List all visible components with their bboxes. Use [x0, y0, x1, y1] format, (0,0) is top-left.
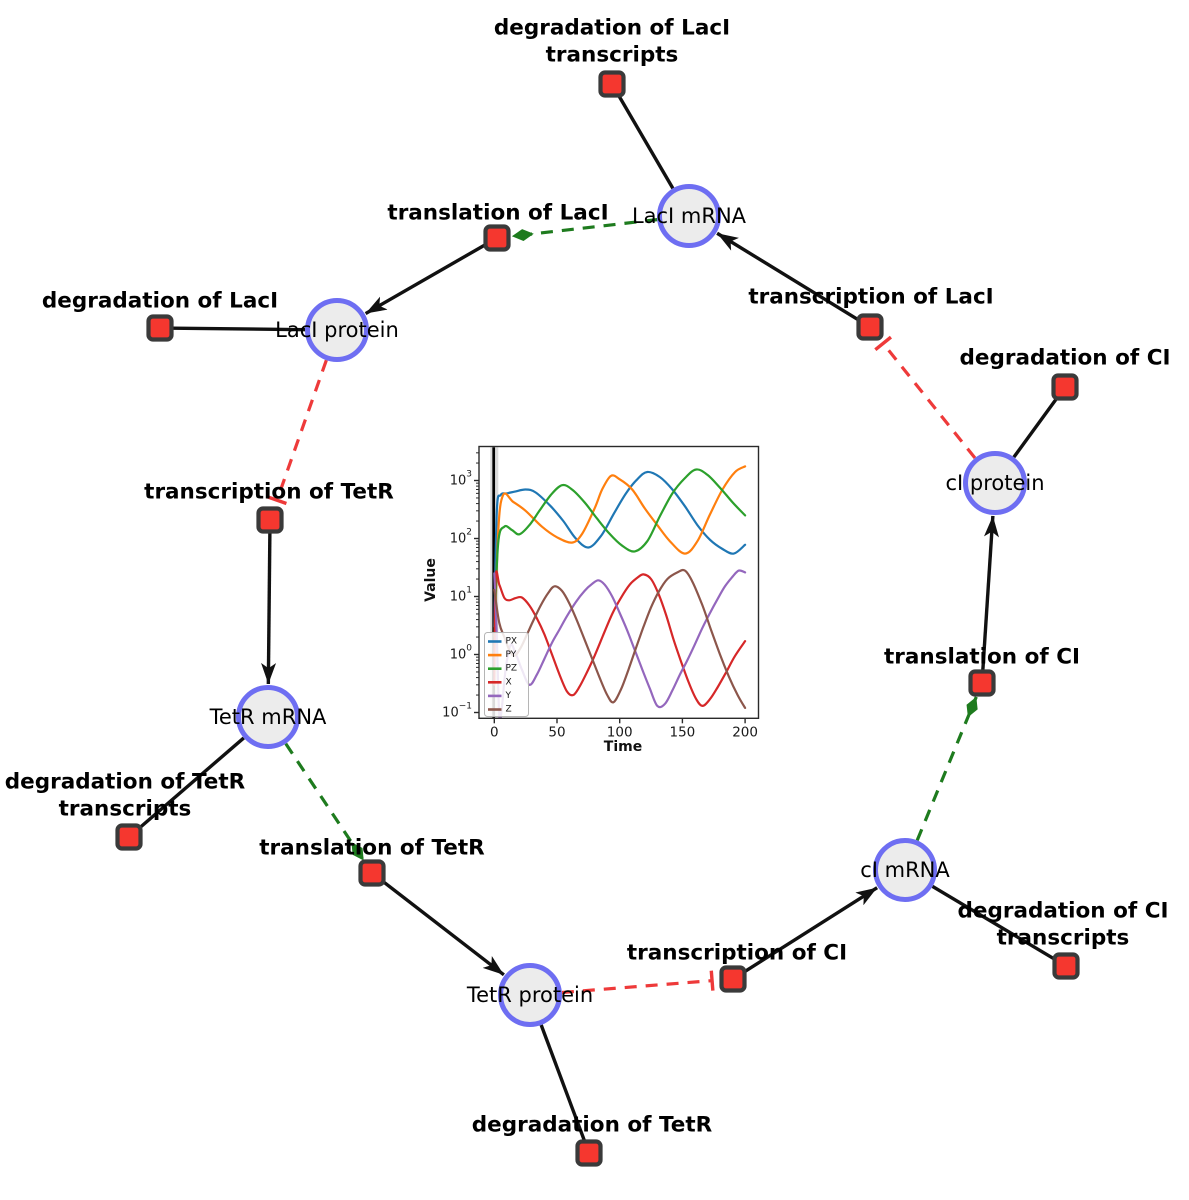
y-tick-label-10e0: 100	[450, 644, 473, 663]
curve-PX	[493, 470, 747, 628]
species-label-ci_protein: cI protein	[945, 471, 1044, 495]
reaction-node-tl_ci	[968, 669, 996, 697]
legend-entry-Y: Y	[505, 691, 512, 701]
edge-consumption-ci_mrna-to-deg_ci_tx	[931, 884, 1056, 961]
species-label-tetr_protein: TetR protein	[466, 983, 593, 1007]
y-tick-label-10e3: 103	[450, 470, 472, 489]
edge-production-tl_laci-to-laci_protein	[364, 243, 487, 316]
reaction-node-deg_tetr	[575, 1139, 603, 1167]
curve-Y	[493, 569, 747, 718]
reaction-node-tx_laci	[856, 313, 884, 341]
curve-Z	[493, 568, 747, 709]
curve-PZ	[493, 468, 747, 639]
x-tick-label-0: 0	[490, 724, 499, 740]
edge-catalysis-tetr_mrna-to-tl_tetr	[284, 742, 366, 862]
edge-inhibition-tetr_protein-to-tx_ci	[561, 970, 715, 995]
reaction-label-deg_laci: degradation of LacI	[42, 289, 278, 314]
legend-entry-PY: PY	[506, 650, 517, 660]
species-label-tetr_mrna: TetR mRNA	[209, 705, 327, 729]
reaction-node-deg_ci_tx	[1052, 952, 1080, 980]
reaction-node-tl_laci	[483, 224, 511, 252]
species-label-ci_mrna: cI mRNA	[860, 858, 950, 882]
edge-inhibition-ci_protein-to-tx_laci	[874, 335, 977, 460]
x-tick-label-100: 100	[607, 724, 633, 740]
species-label-laci_protein: LacI protein	[275, 318, 399, 342]
nodes-layer	[115, 70, 1080, 1167]
edge-catalysis-laci_mrna-to-tl_laci	[511, 218, 658, 242]
reaction-label-tl_tetr: translation of TetR	[259, 836, 485, 861]
x-tick-label-50: 50	[548, 724, 565, 740]
reaction-node-tx_ci	[719, 965, 747, 993]
reaction-label-deg_ci_tx-line2: transcripts	[997, 926, 1130, 951]
reaction-label-deg_tetr_tx-line2: transcripts	[59, 797, 192, 822]
curve-PY	[493, 465, 747, 656]
x-tick-label-200: 200	[732, 724, 758, 740]
curve-X	[493, 570, 747, 708]
edge-consumption-laci_mrna-to-deg_laci_tx	[617, 94, 675, 190]
reaction-label-deg_ci: degradation of CI	[960, 346, 1171, 371]
edge-production-tx_ci-to-ci_mrna	[743, 886, 879, 974]
edge-production-tl_ci-to-ci_protein	[981, 515, 999, 671]
edge-consumption-ci_protein-to-deg_ci	[1012, 396, 1059, 459]
reaction-node-tx_tetr	[256, 506, 284, 534]
edge-consumption-tetr_mrna-to-deg_tetr_tx	[137, 736, 245, 830]
reaction-label-deg_tetr: degradation of TetR	[472, 1113, 713, 1138]
y-tick-label-10e1: 101	[450, 586, 472, 605]
reaction-label-deg_ci_tx-line1: degradation of CI	[958, 899, 1169, 924]
reaction-label-deg_laci_tx-line1: degradation of LacI	[494, 16, 730, 41]
reaction-label-tl_laci: translation of LacI	[387, 201, 608, 226]
legend-entry-PZ: PZ	[506, 664, 518, 674]
edge-catalysis-ci_mrna-to-tl_ci	[915, 696, 978, 842]
edge-production-tx_laci-to-laci_mrna	[716, 231, 860, 322]
species-node-ci_protein	[963, 451, 1027, 515]
reaction-label-tx_ci: transcription of CI	[627, 941, 847, 966]
reaction-node-deg_tetr_tx	[115, 823, 143, 851]
reaction-label-tx_laci: transcription of LacI	[748, 285, 993, 310]
species-node-laci_protein	[305, 298, 369, 362]
reaction-node-tl_tetr	[358, 859, 386, 887]
plot-area	[490, 447, 747, 718]
species-node-tetr_protein	[498, 963, 562, 1027]
reaction-node-deg_laci_tx	[598, 70, 626, 98]
reaction-label-tx_tetr: transcription of TetR	[144, 480, 394, 505]
edges-layer	[137, 94, 1059, 1142]
legend-entry-Z: Z	[506, 705, 512, 715]
species-node-ci_mrna	[873, 838, 937, 902]
y-tick-label-10e2: 102	[450, 528, 472, 547]
reaction-node-deg_laci	[146, 314, 174, 342]
species-node-laci_mrna	[657, 184, 721, 248]
species-label-laci_mrna: LacI mRNA	[632, 204, 747, 228]
edge-consumption-tetr_protein-to-deg_tetr	[539, 1024, 587, 1142]
edge-inhibition-laci_protein-to-tx_tetr	[266, 359, 328, 506]
reaction-label-deg_tetr_tx-line1: degradation of TetR	[5, 770, 246, 795]
edge-production-tl_tetr-to-tetr_protein	[381, 879, 505, 977]
species-node-tetr_mrna	[236, 685, 300, 749]
x-tick-label-150: 150	[670, 724, 696, 740]
legend-entry-X: X	[506, 677, 512, 687]
labels-layer: LacI mRNA LacI protein cI protein TetR mRNA…	[5, 16, 1171, 1138]
reaction-node-deg_ci	[1051, 373, 1079, 401]
x-axis-label: Time	[604, 739, 642, 755]
edge-production-tx_tetr-to-tetr_mrna	[261, 532, 277, 685]
reaction-label-tl_ci: translation of CI	[884, 645, 1080, 670]
plot-spines	[478, 445, 760, 719]
legend-entry-PX: PX	[506, 637, 518, 647]
chart-legend: PX PY PZ XYZ	[484, 632, 529, 717]
y-axis-label: Value	[423, 558, 439, 602]
y-tick-label-10e-1: 10−1	[442, 702, 472, 721]
edge-consumption-laci_protein-to-deg_laci	[172, 326, 306, 332]
reaction-label-deg_laci_tx-line2: transcripts	[546, 43, 679, 68]
